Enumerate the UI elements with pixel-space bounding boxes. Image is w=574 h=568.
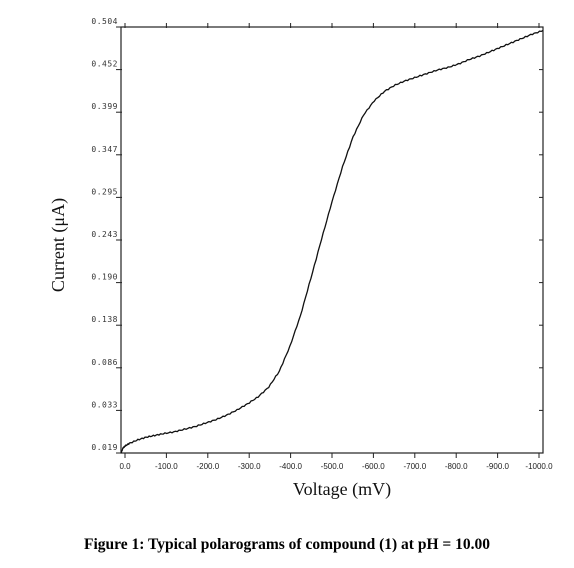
y-tick-label: 0.190 — [91, 273, 118, 282]
y-axis-ticks: 0.504 0.452 0.399 0.347 0.295 0.243 0.190 0.138… — [91, 17, 543, 454]
x-tick-label: -800.0 — [445, 462, 468, 471]
y-tick-label: 0.504 — [91, 17, 118, 26]
x-axis-ticks: 0.0 -100.0 -200.0 -300.0 -400.0 -500.0 -600.0 -… — [119, 23, 553, 471]
x-tick-label: -900.0 — [486, 462, 509, 471]
x-tick-label: -600.0 — [362, 462, 385, 471]
series-line-0 — [120, 29, 544, 454]
y-tick-label: 0.399 — [91, 102, 118, 111]
y-tick-label: 0.086 — [91, 358, 118, 367]
figure-caption: Figure 1: Typical polarograms of compoun… — [84, 536, 490, 553]
y-tick-label: 0.452 — [91, 60, 118, 69]
y-tick-label: 0.295 — [91, 187, 118, 196]
plot-frame — [120, 26, 544, 454]
x-tick-label: -500.0 — [321, 462, 344, 471]
y-tick-label: 0.019 — [91, 443, 118, 452]
polarogram-chart: 0.504 0.452 0.399 0.347 0.295 0.243 0.190 0.138… — [48, 17, 553, 500]
y-axis-title: Current (μA) — [48, 198, 69, 292]
y-tick-label: 0.033 — [91, 400, 118, 409]
y-tick-label: 0.138 — [91, 315, 118, 324]
x-tick-label: -1000.0 — [525, 462, 553, 471]
y-tick-label: 0.347 — [91, 145, 118, 154]
x-tick-label: -700.0 — [403, 462, 426, 471]
x-tick-label: -300.0 — [238, 462, 261, 471]
x-tick-label: -400.0 — [279, 462, 302, 471]
x-tick-label: -200.0 — [196, 462, 219, 471]
x-tick-label: 0.0 — [119, 462, 131, 471]
y-tick-label: 0.243 — [91, 230, 118, 239]
x-tick-label: -100.0 — [155, 462, 178, 471]
series-layer — [120, 29, 544, 454]
x-axis-title: Voltage (mV) — [293, 479, 391, 500]
